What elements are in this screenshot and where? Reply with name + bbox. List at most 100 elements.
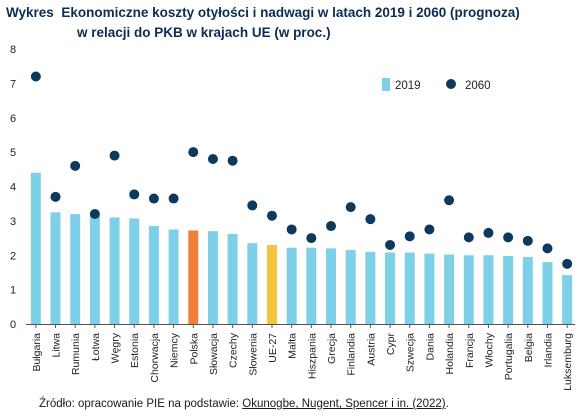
bar-2019 [129,218,140,324]
dot-2060 [70,160,81,171]
bar-2019 [385,252,396,324]
dot-2060 [247,200,258,211]
dot-2060 [50,191,61,202]
x-tick-label: Belgia [523,333,535,362]
dot-2060 [266,210,277,221]
bar-2019 [326,248,337,324]
dot-2060 [444,195,455,206]
bar-2019 [345,250,356,324]
dot-2060 [345,202,356,213]
bar-2019 [227,233,238,324]
y-tick-label: 3 [10,216,16,228]
bar-2019 [562,275,573,324]
x-tick-label: Francja [464,333,476,368]
x-tick-label: Holandia [444,333,456,375]
dot-2060 [89,209,100,219]
x-tick-label: Łotwa [90,333,102,361]
bar-2019 [365,251,376,324]
x-tick-label: Rumunia [70,333,82,375]
legend-label-2019: 2019 [395,80,421,92]
y-tick-label: 1 [10,285,16,297]
x-tick-label: Estonia [129,333,141,368]
x-tick-label: Austria [365,333,377,366]
dot-2060 [168,193,179,204]
bar-2019 [247,243,258,324]
x-tick-label: UE-27 [267,333,279,363]
bar-2019 [70,214,81,324]
bar-2019 [109,217,120,324]
x-tick-label: Węgry [110,332,122,363]
chart-title-line-1: Wykres Ekonomiczne koszty otyłości i nad… [6,5,520,20]
bar-2019 [483,255,494,324]
dot-2060 [542,243,553,254]
source-suffix: . [445,398,449,410]
x-tick-label: Malta [287,333,299,359]
bar-2019 [30,172,41,324]
bar-2019 [404,252,415,324]
x-tick-label: Portugalia [503,333,515,380]
bar-2019 [503,255,514,324]
dot-2060 [503,232,514,243]
dot-2060 [306,233,317,244]
dot-2060 [385,239,396,250]
bar-2019 [266,244,277,324]
bar-2019 [522,256,533,324]
bar-2019 [286,247,297,324]
dot-2060 [227,155,238,166]
x-tick-label: Cypr [385,332,397,355]
dot-2060 [562,258,573,269]
dot-2060 [424,224,435,235]
x-tick-label: Dania [424,333,436,361]
title-main: Ekonomiczne koszty otyłości i nadwagi w … [61,5,520,20]
bar-2019 [424,253,435,324]
bar-2019 [168,229,179,324]
bar-2019 [444,254,455,324]
dot-2060 [207,154,218,164]
bar-2019 [89,215,100,324]
x-tick-label: Włochy [483,332,495,367]
chart-title-line-2: w relacji do PKB w krajach UE (w proc.) [77,25,331,40]
bar-2019 [306,247,317,324]
source-note: Źródło: opracowanie PIE na podstawie: Ok… [39,398,449,410]
x-tick-label: Czechy [228,332,240,368]
bar-2019 [542,262,553,324]
dot-2060 [129,189,140,200]
dot-2060 [365,214,376,225]
x-tick-label: Słowenia [247,333,259,376]
dot-2060 [483,227,494,238]
dot-2060 [404,231,415,242]
x-tick-label: Luksemburg [562,333,574,391]
y-tick-label: 8 [10,44,16,56]
dot-2060 [148,193,159,204]
dot-2060 [109,150,120,161]
y-tick-label: 0 [10,319,16,331]
x-tick-label: Szwecja [405,333,417,372]
source-reference: Okunogbe, Nugent, Spencer i in. (2022) [242,398,446,410]
dot-2060 [30,71,41,82]
x-tick-label: Hiszpania [306,333,318,379]
dot-2060 [463,232,474,243]
dot-2060 [188,147,199,158]
y-tick-label: 4 [10,182,16,194]
x-tick-label: Irlandia [542,333,554,368]
x-tick-label: Grecja [326,333,338,364]
x-tick-label: Bułgaria [31,333,43,372]
dot-2060 [522,235,533,246]
x-tick-label: Polska [188,333,200,365]
y-tick-label: 7 [10,78,16,90]
legend-marker-2060 [446,79,456,89]
bar-2019 [148,226,159,324]
title-prefix: Wykres [6,5,54,20]
y-tick-label: 2 [10,250,16,262]
x-tick-label: Finlandia [346,333,358,376]
bar-2019 [50,212,61,324]
x-tick-label: Słowacja [208,333,220,375]
bar-2019 [207,231,218,324]
dot-2060 [286,224,297,235]
y-tick-label: 5 [10,147,16,159]
bar-2019 [188,230,199,324]
legend-swatch-2019 [382,78,390,91]
x-tick-label: Chorwacja [149,333,161,383]
